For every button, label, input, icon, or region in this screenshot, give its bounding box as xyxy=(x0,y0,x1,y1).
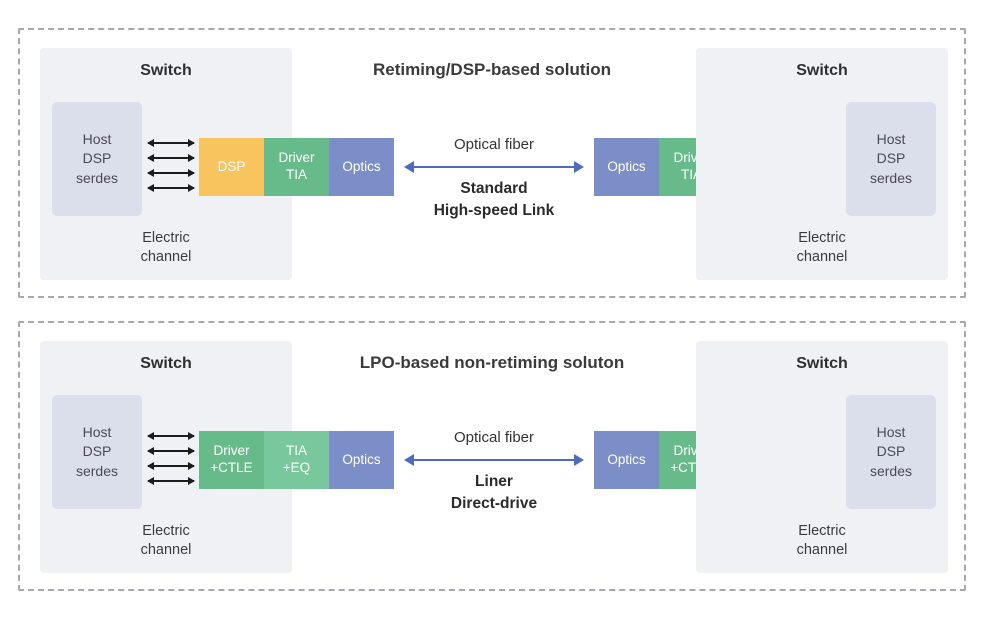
switch-label: Switch xyxy=(796,62,848,79)
module-driver-tia: Driver TIA xyxy=(264,138,329,196)
double-arrow-icon xyxy=(147,154,195,162)
panel-title: Retiming/DSP-based solution xyxy=(372,60,612,79)
host-dsp-serdes-box: Host DSP serdes xyxy=(846,102,936,216)
module-chain-left: Driver +CTLE TIA +EQ Optics xyxy=(199,431,394,489)
host-dsp-serdes-box: Host DSP serdes xyxy=(846,395,936,509)
module-optics: Optics xyxy=(594,431,659,489)
double-arrow-icon xyxy=(147,447,195,455)
optical-link-center: Optical fiber Liner Direct-drive xyxy=(395,429,593,516)
host-dsp-serdes-box: Host DSP serdes xyxy=(52,395,142,509)
switch-label: Switch xyxy=(140,355,192,372)
switch-block-right: Switch Host DSP serdes Electric channel xyxy=(696,341,948,573)
module-tia-eq: TIA +EQ xyxy=(264,431,329,489)
link-type-label: Liner Direct-drive xyxy=(450,473,538,513)
switch-block-right: Switch Host DSP serdes Electric channel xyxy=(696,48,948,280)
module-driver-ctle: Driver +CTLE xyxy=(199,431,264,489)
electric-channel-label: Electric channel xyxy=(140,522,192,559)
electric-channel-label: Electric channel xyxy=(796,522,848,559)
host-dsp-serdes-box: Host DSP serdes xyxy=(52,102,142,216)
module-optics: Optics xyxy=(329,431,394,489)
switch-label: Switch xyxy=(796,355,848,372)
module-optics: Optics xyxy=(329,138,394,196)
optical-link-center: Optical fiber Standard High-speed Link xyxy=(395,136,593,223)
electric-channel-label: Electric channel xyxy=(796,229,848,266)
double-arrow-icon xyxy=(147,432,195,440)
optical-fiber-label: Optical fiber xyxy=(453,429,535,446)
switch-block-left: Switch Host DSP serdes Electric channel xyxy=(40,341,292,573)
double-arrow-icon xyxy=(147,477,195,485)
electric-channel-arrows-left xyxy=(147,139,195,202)
electric-channel-arrows-left xyxy=(147,432,195,495)
module-chain-left: DSP Driver TIA Optics xyxy=(199,138,394,196)
double-arrow-icon xyxy=(147,462,195,470)
double-arrow-icon xyxy=(147,139,195,147)
optical-fiber-arrow-icon xyxy=(404,161,584,173)
double-arrow-icon xyxy=(147,184,195,192)
optical-fiber-arrow-icon xyxy=(404,454,584,466)
panel-title: LPO-based non-retiming soluton xyxy=(359,353,625,372)
electric-channel-label: Electric channel xyxy=(140,229,192,266)
switch-label: Switch xyxy=(140,62,192,79)
retiming-dsp-panel: Retiming/DSP-based solution Switch Host … xyxy=(18,28,966,298)
double-arrow-icon xyxy=(147,169,195,177)
module-dsp: DSP xyxy=(199,138,264,196)
lpo-panel: LPO-based non-retiming soluton Switch Ho… xyxy=(18,321,966,591)
module-optics: Optics xyxy=(594,138,659,196)
optical-fiber-label: Optical fiber xyxy=(453,136,535,153)
link-type-label: Standard High-speed Link xyxy=(433,180,555,220)
